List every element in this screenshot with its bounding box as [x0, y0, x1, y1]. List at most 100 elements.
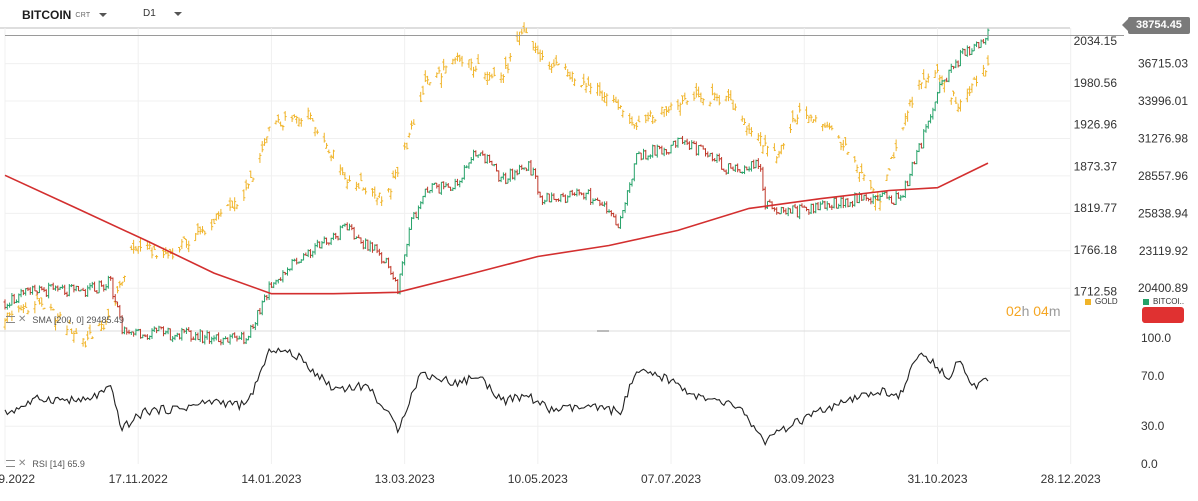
gold-bar	[435, 72, 439, 78]
gold-bar	[329, 154, 333, 162]
bitcoin-bar	[320, 240, 324, 249]
gold-bar	[965, 88, 969, 103]
gold-bar	[563, 63, 567, 70]
bitcoin-bar	[862, 194, 866, 201]
bitcoin-bar	[933, 101, 937, 112]
gold-bar	[442, 58, 446, 71]
bitcoin-bar	[437, 183, 441, 194]
bitcoin-bar	[203, 334, 207, 345]
close-icon[interactable]: ✕	[18, 458, 27, 469]
settings-icon[interactable]	[6, 316, 15, 323]
gold-bar	[490, 73, 494, 79]
gold-bar	[341, 167, 345, 176]
symbol-selector[interactable]: BITCOIN CRT	[22, 8, 107, 22]
gold-bar	[710, 83, 714, 96]
bitcoin-bar	[21, 289, 25, 296]
gold-bar	[290, 115, 294, 123]
timeframe-label: D1	[143, 8, 156, 19]
bitcoin-bar	[690, 140, 694, 150]
gold-bar	[954, 96, 958, 104]
gold-bar	[299, 118, 303, 127]
bitcoin-bar	[285, 267, 289, 276]
gold-bar	[949, 97, 953, 105]
gold-bar	[892, 152, 896, 159]
legend-item-gold[interactable]: GOLD	[1085, 297, 1118, 306]
timeframe-selector[interactable]: D1	[143, 8, 182, 19]
gold-bar	[198, 226, 202, 235]
gold-bar	[33, 301, 37, 314]
close-icon[interactable]: ✕	[18, 314, 27, 325]
gold-bar	[922, 69, 926, 80]
gold-bar	[86, 330, 90, 341]
gold-bar	[155, 254, 159, 259]
gold-bar	[267, 126, 271, 132]
bitcoin-bar	[736, 163, 740, 173]
bitcoin-bar	[24, 288, 28, 296]
gold-bar	[628, 113, 632, 125]
gold-bar	[178, 246, 182, 253]
gold-bar	[958, 99, 962, 112]
bitcoin-bar	[329, 237, 333, 246]
bitcoin-bar	[230, 333, 234, 339]
bitcoin-bar	[345, 222, 349, 231]
bitcoin-bar	[782, 207, 786, 213]
gold-bar	[410, 120, 414, 130]
bitcoin-bar	[194, 332, 198, 341]
gold-bar	[844, 137, 848, 146]
gold-bar	[258, 153, 262, 163]
bitcoin-bar	[676, 137, 680, 148]
gold-bar	[612, 94, 616, 103]
gold-bar	[276, 114, 280, 123]
gold-bar	[139, 237, 143, 252]
bitcoin-bar	[5, 303, 9, 310]
sma-indicator-label[interactable]: ✕ SMA [200, 0] 29485.49	[6, 314, 124, 325]
gold-bar	[570, 71, 574, 82]
gold-bar	[635, 122, 639, 130]
gold-bar	[830, 125, 834, 131]
bitcoin-bar	[864, 194, 868, 201]
rsi-indicator-label[interactable]: ✕ RSI [14] 65.9	[6, 458, 85, 469]
bitcoin-bar	[414, 211, 418, 219]
rsi-line	[4, 347, 989, 447]
gold-bar	[823, 122, 827, 128]
countdown-hours-unit: h	[1021, 303, 1030, 319]
gold-bar	[600, 90, 604, 101]
bitcoin-bar	[795, 205, 799, 218]
gold-bar	[120, 281, 124, 286]
bitcoin-bar	[214, 334, 218, 341]
bitcoin-bar	[559, 194, 563, 203]
gold-bar	[83, 341, 87, 348]
bitcoin-bar	[837, 203, 841, 209]
gold-bar	[72, 331, 76, 343]
gold-bar	[821, 123, 825, 132]
gold-bar	[839, 141, 843, 151]
settings-icon[interactable]	[6, 460, 15, 467]
bitcoin-bar	[685, 138, 689, 146]
bitcoin-bar	[377, 248, 381, 256]
gold-bar	[908, 99, 912, 107]
gold-bar	[522, 22, 526, 33]
gold-bar	[605, 93, 609, 107]
gold-bar	[793, 118, 797, 123]
gold-axis-tick-label: 1819.77	[1074, 201, 1118, 215]
bitcoin-bar	[350, 224, 354, 231]
bitcoin-bar	[504, 172, 508, 185]
red-badge[interactable]	[1142, 307, 1184, 323]
gold-bar	[579, 85, 583, 88]
symbol-name: BITCOIN	[22, 8, 72, 22]
legend-item-bitcoin[interactable]: BITCOI..	[1143, 297, 1184, 306]
bitcoin-bar	[694, 141, 698, 156]
bitcoin-bar	[529, 159, 533, 176]
rsi-axis-tick-label: 0.0	[1141, 457, 1158, 471]
gold-bar	[180, 239, 184, 250]
gold-bar	[145, 241, 149, 250]
gold-bar	[517, 31, 521, 46]
gold-bar	[554, 55, 558, 66]
gold-bar	[981, 64, 985, 77]
bitcoin-bar	[547, 193, 551, 203]
gold-bar	[733, 103, 737, 111]
sma-text: SMA [200, 0] 29485.49	[32, 314, 124, 325]
symbol-type: CRT	[75, 11, 91, 19]
